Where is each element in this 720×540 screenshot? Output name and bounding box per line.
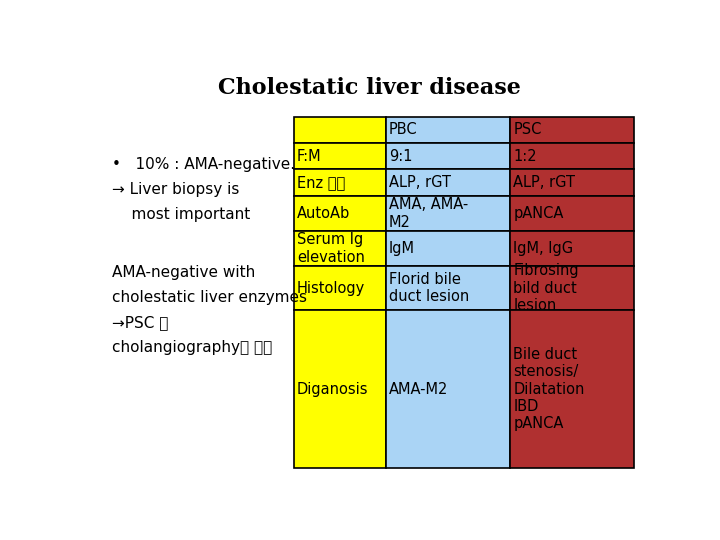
Text: 9:1: 9:1 [389, 149, 413, 164]
Text: AMA, AMA-
M2: AMA, AMA- M2 [389, 197, 468, 230]
Bar [510, 117, 634, 143]
Text: IgM, IgG: IgM, IgG [513, 241, 573, 256]
Bar [510, 231, 634, 266]
Text: most important: most important [112, 207, 251, 222]
Bar [294, 196, 386, 231]
Text: •   10% : AMA-negative.: • 10% : AMA-negative. [112, 157, 295, 172]
Text: Florid bile
duct lesion: Florid bile duct lesion [389, 272, 469, 304]
Bar [294, 117, 386, 143]
Bar [386, 117, 510, 143]
Text: PBC: PBC [389, 123, 418, 138]
Text: ALP, rGT: ALP, rGT [389, 175, 451, 190]
Text: AMA-M2: AMA-M2 [389, 382, 449, 396]
Text: Histology: Histology [297, 281, 365, 295]
Text: Serum Ig
elevation: Serum Ig elevation [297, 232, 365, 265]
Text: PSC: PSC [513, 123, 541, 138]
Text: IgM: IgM [389, 241, 415, 256]
Text: cholangiography로 감별: cholangiography로 감별 [112, 340, 273, 355]
Bar [386, 196, 510, 231]
Text: AutoAb: AutoAb [297, 206, 350, 221]
Bar [510, 196, 634, 231]
Bar [510, 170, 634, 196]
Bar [386, 231, 510, 266]
Bar [510, 143, 634, 170]
Text: Diganosis: Diganosis [297, 382, 369, 396]
Bar [510, 310, 634, 468]
Text: Fibrosing
bild duct
lesion: Fibrosing bild duct lesion [513, 263, 579, 313]
Text: AMA-negative with: AMA-negative with [112, 265, 256, 280]
Text: F:M: F:M [297, 149, 322, 164]
Text: → Liver biopsy is: → Liver biopsy is [112, 182, 240, 197]
Text: Enz 상승: Enz 상승 [297, 175, 346, 190]
Text: →PSC 를: →PSC 를 [112, 315, 168, 330]
Text: pANCA: pANCA [513, 206, 564, 221]
Text: cholestatic liver enzymes: cholestatic liver enzymes [112, 290, 307, 305]
Text: Bile duct
stenosis/
Dilatation
IBD
pANCA: Bile duct stenosis/ Dilatation IBD pANCA [513, 347, 585, 431]
Bar [386, 143, 510, 170]
Bar [510, 266, 634, 310]
Bar [294, 170, 386, 196]
Bar [294, 310, 386, 468]
Bar [294, 231, 386, 266]
Bar [386, 266, 510, 310]
Text: ALP, rGT: ALP, rGT [513, 175, 575, 190]
Bar [386, 170, 510, 196]
Bar [294, 266, 386, 310]
Text: 1:2: 1:2 [513, 149, 537, 164]
Bar [386, 310, 510, 468]
Bar [294, 143, 386, 170]
Text: Cholestatic liver disease: Cholestatic liver disease [217, 77, 521, 99]
